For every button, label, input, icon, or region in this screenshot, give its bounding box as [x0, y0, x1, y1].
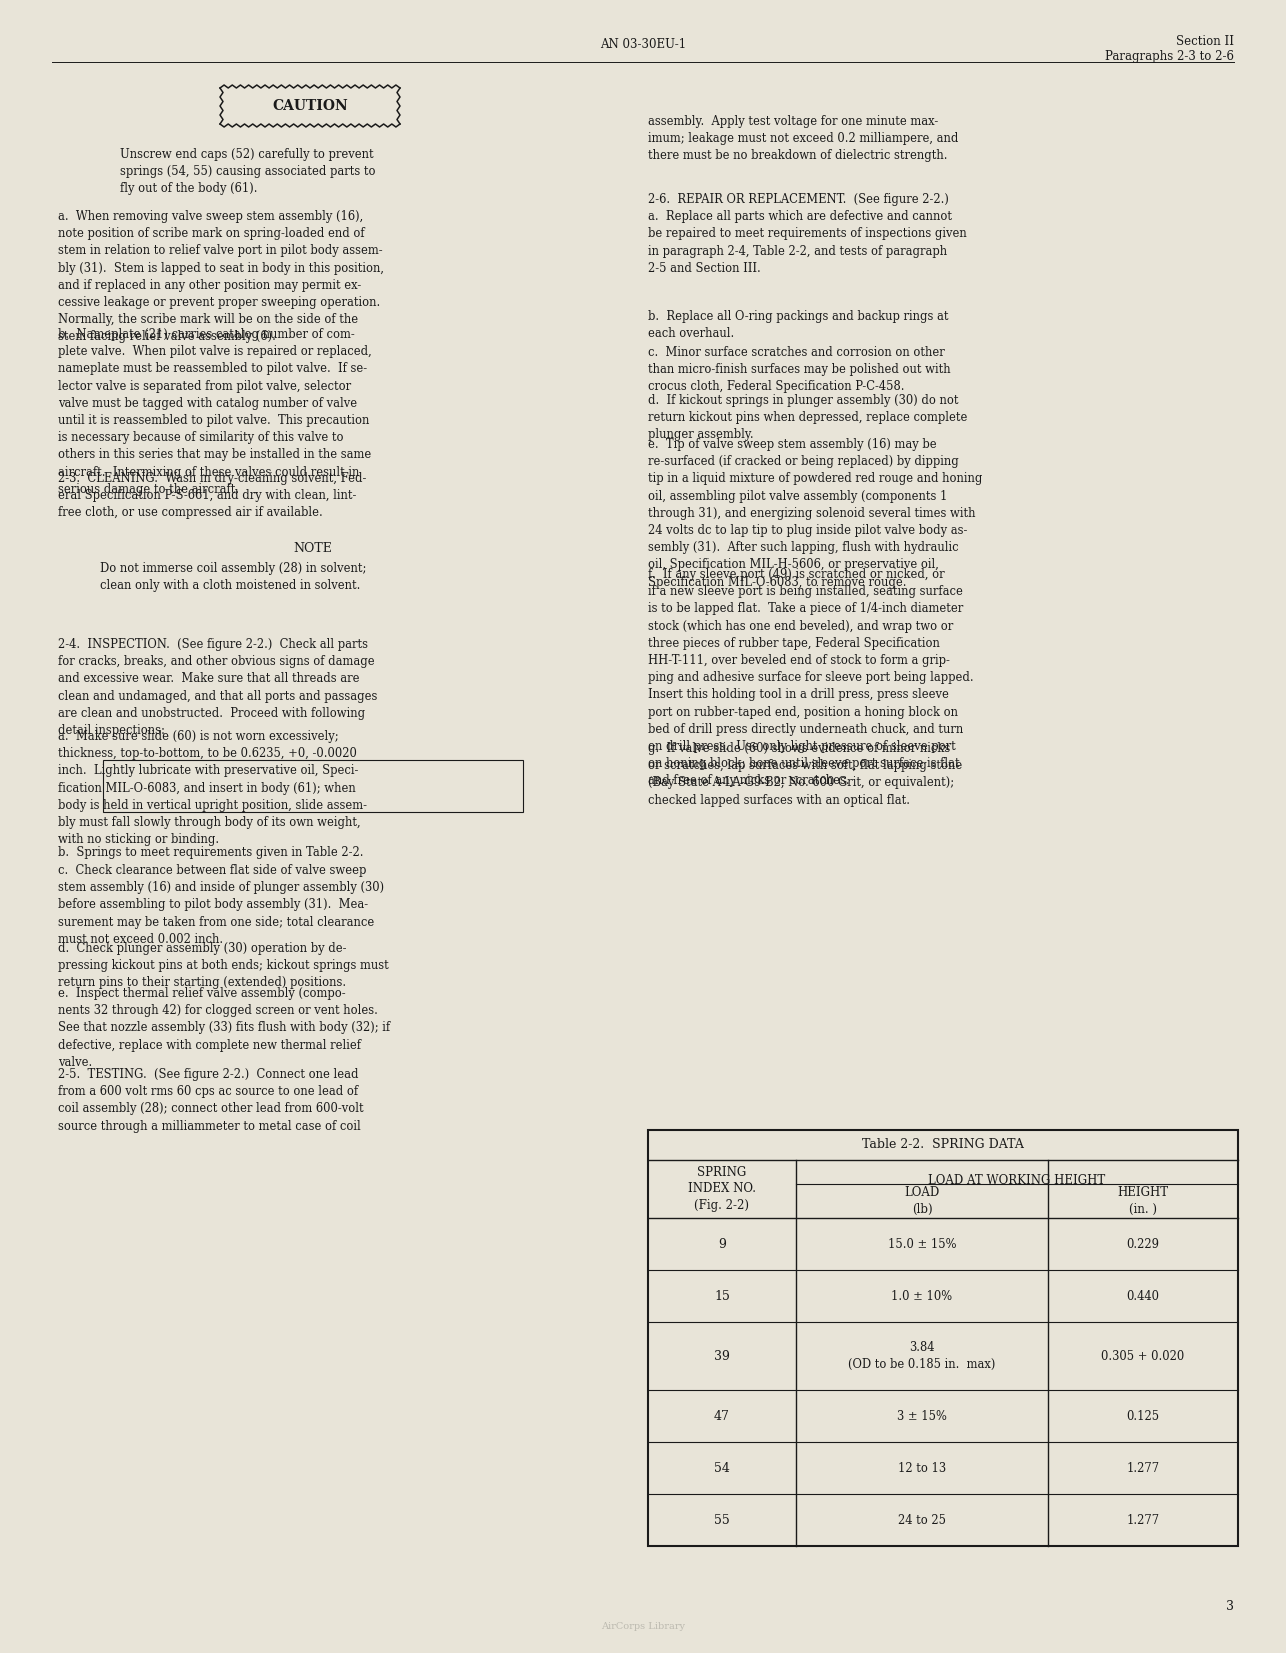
Text: Unscrew end caps (52) carefully to prevent
springs (54, 55) causing associated p: Unscrew end caps (52) carefully to preve… [120, 149, 376, 195]
Text: 55: 55 [714, 1514, 730, 1526]
Text: a.  When removing valve sweep stem assembly (16),
note position of scribe mark o: a. When removing valve sweep stem assemb… [58, 210, 385, 344]
Text: 3 ± 15%: 3 ± 15% [898, 1410, 946, 1423]
Text: 12 to 13: 12 to 13 [898, 1461, 946, 1474]
Text: LOAD AT WORKING HEIGHT: LOAD AT WORKING HEIGHT [928, 1174, 1106, 1187]
Text: 2-5.  TESTING.  (See figure 2-2.)  Connect one lead
from a 600 volt rms 60 cps a: 2-5. TESTING. (See figure 2-2.) Connect … [58, 1068, 364, 1132]
Text: c.  Check clearance between flat side of valve sweep
stem assembly (16) and insi: c. Check clearance between flat side of … [58, 865, 385, 946]
Text: NOTE: NOTE [293, 542, 333, 555]
Text: b.  Nameplate (21) carries catalog number of com-
plete valve.  When pilot valve: b. Nameplate (21) carries catalog number… [58, 327, 372, 496]
Bar [103, 760, 523, 812]
Text: 1.277: 1.277 [1127, 1461, 1160, 1474]
Text: b.  Replace all O-ring packings and backup rings at
each overhaul.: b. Replace all O-ring packings and backu… [648, 311, 949, 341]
Text: 2-3.  CLEANING.  Wash in dry-cleaning solvent, Fed-
eral Specification P-S-661, : 2-3. CLEANING. Wash in dry-cleaning solv… [58, 473, 367, 519]
Text: g.  If valve slide (60) shows evidence of minor nicks
or scratches, lap surfaces: g. If valve slide (60) shows evidence of… [648, 742, 962, 807]
Text: b.  Springs to meet requirements given in Table 2-2.: b. Springs to meet requirements given in… [58, 846, 364, 860]
Text: Do not immerse coil assembly (28) in solvent;
clean only with a cloth moistened : Do not immerse coil assembly (28) in sol… [100, 562, 367, 592]
Text: d.  Check plunger assembly (30) operation by de-
pressing kickout pins at both e: d. Check plunger assembly (30) operation… [58, 942, 388, 990]
Text: d.  If kickout springs in plunger assembly (30) do not
return kickout pins when : d. If kickout springs in plunger assembl… [648, 393, 967, 441]
Text: assembly.  Apply test voltage for one minute max-
imum; leakage must not exceed : assembly. Apply test voltage for one min… [648, 116, 958, 162]
Text: f.  If any sleeve port (49) is scratched or nicked, or
if a new sleeve port is b: f. If any sleeve port (49) is scratched … [648, 569, 974, 787]
Text: 3: 3 [1226, 1600, 1235, 1613]
Text: e.  Inspect thermal relief valve assembly (compo-
nents 32 through 42) for clogg: e. Inspect thermal relief valve assembly… [58, 987, 390, 1069]
Text: 0.305 + 0.020: 0.305 + 0.020 [1101, 1349, 1184, 1362]
Text: HEIGHT
(in. ): HEIGHT (in. ) [1118, 1185, 1169, 1217]
Text: Table 2-2.  SPRING DATA: Table 2-2. SPRING DATA [862, 1139, 1024, 1152]
Text: 39: 39 [714, 1349, 730, 1362]
Text: Section II: Section II [1175, 35, 1235, 48]
Text: 0.440: 0.440 [1127, 1289, 1160, 1303]
Text: a.  Make sure slide (60) is not worn excessively;
thickness, top-to-bottom, to b: a. Make sure slide (60) is not worn exce… [58, 731, 367, 846]
Text: 15: 15 [714, 1289, 730, 1303]
Text: 24 to 25: 24 to 25 [898, 1514, 946, 1526]
Text: 47: 47 [714, 1410, 730, 1423]
Text: 0.229: 0.229 [1127, 1238, 1160, 1251]
Text: CAUTION: CAUTION [273, 99, 349, 112]
Text: 1.0 ± 10%: 1.0 ± 10% [891, 1289, 953, 1303]
Text: LOAD
(lb): LOAD (lb) [904, 1185, 940, 1217]
Text: Paragraphs 2-3 to 2-6: Paragraphs 2-3 to 2-6 [1105, 50, 1235, 63]
Text: 0.125: 0.125 [1127, 1410, 1160, 1423]
Text: 3.84
(OD to be 0.185 in.  max): 3.84 (OD to be 0.185 in. max) [849, 1341, 995, 1370]
Text: c.  Minor surface scratches and corrosion on other
than micro-finish surfaces ma: c. Minor surface scratches and corrosion… [648, 345, 950, 393]
Text: SPRING
INDEX NO.
(Fig. 2-2): SPRING INDEX NO. (Fig. 2-2) [688, 1165, 756, 1213]
Text: 1.277: 1.277 [1127, 1514, 1160, 1526]
Text: 9: 9 [718, 1238, 725, 1251]
Text: AirCorps Library: AirCorps Library [601, 1622, 685, 1632]
Text: 15.0 ± 15%: 15.0 ± 15% [887, 1238, 957, 1251]
Text: 54: 54 [714, 1461, 730, 1474]
Text: e.  Tip of valve sweep stem assembly (16) may be
re-surfaced (if cracked or bein: e. Tip of valve sweep stem assembly (16)… [648, 438, 983, 588]
Text: AN 03-30EU-1: AN 03-30EU-1 [601, 38, 685, 51]
Text: 2-4.  INSPECTION.  (See figure 2-2.)  Check all parts
for cracks, breaks, and ot: 2-4. INSPECTION. (See figure 2-2.) Check… [58, 638, 377, 737]
Text: 2-6.  REPAIR OR REPLACEMENT.  (See figure 2-2.)
a.  Replace all parts which are : 2-6. REPAIR OR REPLACEMENT. (See figure … [648, 193, 967, 274]
Bar [648, 1131, 1238, 1546]
